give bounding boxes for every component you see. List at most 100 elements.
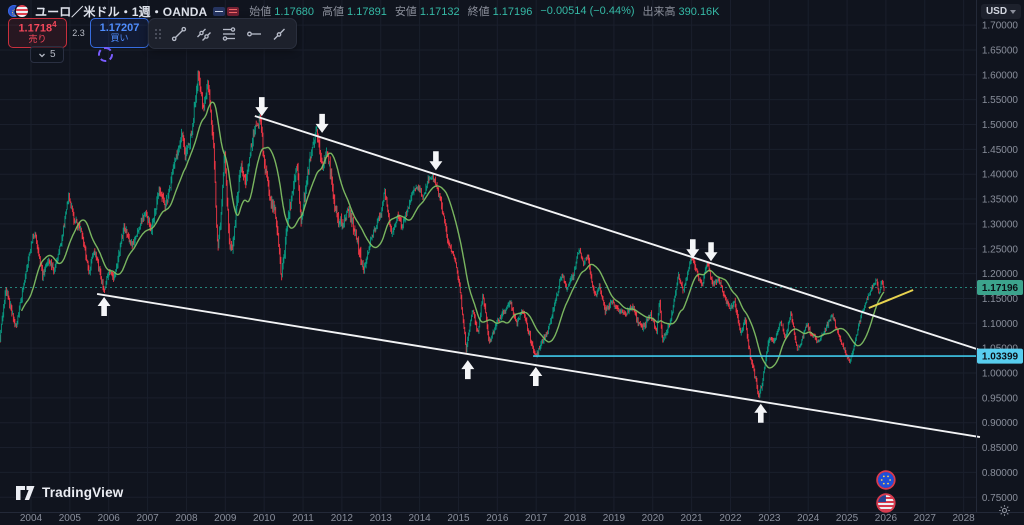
eu-flag-event-icon[interactable] bbox=[877, 472, 894, 488]
price-scale-currency-button[interactable]: USD bbox=[981, 4, 1021, 19]
event-markers-layer[interactable] bbox=[876, 470, 896, 513]
parallel-lines-tool-icon[interactable] bbox=[193, 23, 215, 45]
spread-value: 2.3 bbox=[72, 28, 85, 38]
price-tick-label: 1.40000 bbox=[982, 170, 1019, 181]
price-tick-label: 1.35000 bbox=[982, 195, 1019, 206]
low-value: 安値 1.17132 bbox=[394, 6, 460, 18]
up-arrow-marker[interactable] bbox=[754, 403, 768, 423]
year-tick-label: 2027 bbox=[914, 513, 937, 524]
price-tick-label: 1.00000 bbox=[982, 369, 1019, 380]
price-tick-label: 0.90000 bbox=[982, 418, 1019, 429]
us-flag-event-icon[interactable] bbox=[877, 495, 894, 511]
drawing-toolbar bbox=[148, 18, 297, 49]
price-tick-label: 1.10000 bbox=[982, 319, 1019, 330]
price-badges: 1.17196 1.03399 bbox=[977, 280, 1023, 364]
sell-button[interactable]: 1.17184 売り bbox=[8, 18, 67, 48]
time-scale-axis[interactable]: 2004 2005 2006 2007 2008 2009 2010 2011 2012 2013… bbox=[20, 513, 975, 524]
fib-retracement-tool-icon[interactable] bbox=[218, 23, 240, 45]
horizontal-ray-tool-icon[interactable] bbox=[243, 23, 265, 45]
year-tick-label: 2008 bbox=[175, 513, 198, 524]
price-scale-axis[interactable]: 1.70000 1.65000 1.60000 1.55000 1.50000 1.450… bbox=[982, 21, 1019, 504]
yellow-projection-line[interactable] bbox=[868, 289, 914, 309]
candles-layer bbox=[0, 70, 885, 399]
chevron-down-icon bbox=[39, 53, 45, 57]
year-tick-label: 2020 bbox=[642, 513, 665, 524]
flag-pills bbox=[213, 6, 240, 16]
year-tick-label: 2023 bbox=[758, 513, 781, 524]
chart-sub-controls: 5 bbox=[30, 46, 113, 63]
price-tick-label: 1.50000 bbox=[982, 120, 1019, 131]
drag-handle-icon[interactable] bbox=[155, 28, 161, 39]
year-tick-label: 2019 bbox=[603, 513, 626, 524]
grid-layer bbox=[0, 0, 976, 512]
last-price-badge bbox=[977, 280, 1023, 296]
year-tick-label: 2022 bbox=[719, 513, 742, 524]
down-arrow-marker[interactable] bbox=[429, 151, 443, 171]
year-tick-label: 2016 bbox=[486, 513, 509, 524]
svg-text:1.03399: 1.03399 bbox=[982, 352, 1019, 363]
price-tick-label: 1.25000 bbox=[982, 244, 1019, 255]
price-tick-label: 0.95000 bbox=[982, 393, 1019, 404]
trend-line-tool-icon[interactable] bbox=[168, 23, 190, 45]
gear-icon[interactable] bbox=[998, 504, 1011, 522]
tradingview-logo[interactable]: TradingView bbox=[16, 485, 123, 500]
year-tick-label: 2021 bbox=[680, 513, 703, 524]
price-tick-label: 1.45000 bbox=[982, 145, 1019, 156]
ohlc-readout: 始値 1.17680 高値 1.17891 安値 1.17132 終値 1.17196 … bbox=[249, 3, 719, 19]
price-tick-label: 1.15000 bbox=[982, 294, 1019, 305]
price-tick-label: 0.80000 bbox=[982, 468, 1019, 479]
price-tick-label: 1.20000 bbox=[982, 269, 1019, 280]
year-tick-label: 2026 bbox=[875, 513, 898, 524]
upper-descending-resistance[interactable] bbox=[254, 115, 981, 351]
year-tick-label: 2011 bbox=[292, 513, 314, 524]
up-arrow-marker[interactable] bbox=[461, 360, 475, 380]
drawings-collapse-button[interactable]: 5 bbox=[30, 46, 64, 63]
pane-borders bbox=[0, 0, 1024, 513]
year-tick-label: 2024 bbox=[797, 513, 820, 524]
year-tick-label: 2015 bbox=[447, 513, 470, 524]
year-tick-label: 2018 bbox=[564, 513, 587, 524]
price-tick-label: 1.60000 bbox=[982, 70, 1019, 81]
year-tick-label: 2009 bbox=[214, 513, 237, 524]
price-tick-label: 0.75000 bbox=[982, 493, 1019, 504]
down-arrow-marker[interactable] bbox=[255, 97, 269, 117]
year-tick-label: 2017 bbox=[525, 513, 548, 524]
price-tick-label: 1.70000 bbox=[982, 21, 1019, 32]
down-arrow-marker[interactable] bbox=[686, 239, 700, 259]
symbol-header: ユーロ／米ドル・1週・OANDA 始値 1.17680 高値 1.17891 安値 1… bbox=[8, 3, 720, 19]
down-arrow-marker[interactable] bbox=[315, 113, 329, 133]
replay-icon[interactable] bbox=[97, 47, 113, 62]
up-arrow-marker[interactable] bbox=[529, 367, 543, 386]
year-tick-label: 2025 bbox=[836, 513, 859, 524]
symbol-title[interactable]: ユーロ／米ドル・1週・OANDA bbox=[35, 4, 208, 19]
trade-widget: 1.17184 売り 2.3 1.17207 買い bbox=[8, 18, 149, 48]
signal-arrows-layer[interactable] bbox=[97, 97, 768, 423]
lower-descending-support[interactable] bbox=[96, 293, 981, 438]
high-value: 高値 1.17891 bbox=[322, 6, 387, 18]
year-tick-label: 2028 bbox=[953, 513, 976, 524]
volume-value: 出来高 390.16K bbox=[642, 6, 720, 18]
trendlines-layer[interactable] bbox=[96, 115, 981, 438]
close-value: 終値 1.17196 bbox=[467, 6, 533, 18]
price-tick-label: 0.85000 bbox=[982, 443, 1019, 454]
buy-button[interactable]: 1.17207 買い bbox=[90, 18, 149, 48]
caret-down-icon bbox=[1010, 9, 1017, 14]
usd-flag-icon bbox=[227, 6, 240, 16]
svg-text:1.17196: 1.17196 bbox=[982, 283, 1019, 294]
year-tick-label: 2013 bbox=[370, 513, 393, 524]
price-tick-label: 1.55000 bbox=[982, 95, 1019, 106]
trend-angle-tool-icon[interactable] bbox=[268, 23, 290, 45]
price-tick-label: 1.30000 bbox=[982, 219, 1019, 230]
year-tick-label: 2012 bbox=[331, 513, 354, 524]
moving-average-line bbox=[20, 101, 885, 369]
year-tick-label: 2010 bbox=[253, 513, 276, 524]
eur-flag-icon bbox=[213, 6, 226, 16]
year-tick-label: 2007 bbox=[136, 513, 159, 524]
currency-pair-icon bbox=[8, 4, 29, 18]
down-arrow-marker[interactable] bbox=[704, 242, 718, 262]
support-level-badge bbox=[977, 348, 1023, 364]
up-arrow-marker[interactable] bbox=[97, 297, 111, 316]
change-value: −0.00514 (−0.44%) bbox=[540, 5, 635, 17]
